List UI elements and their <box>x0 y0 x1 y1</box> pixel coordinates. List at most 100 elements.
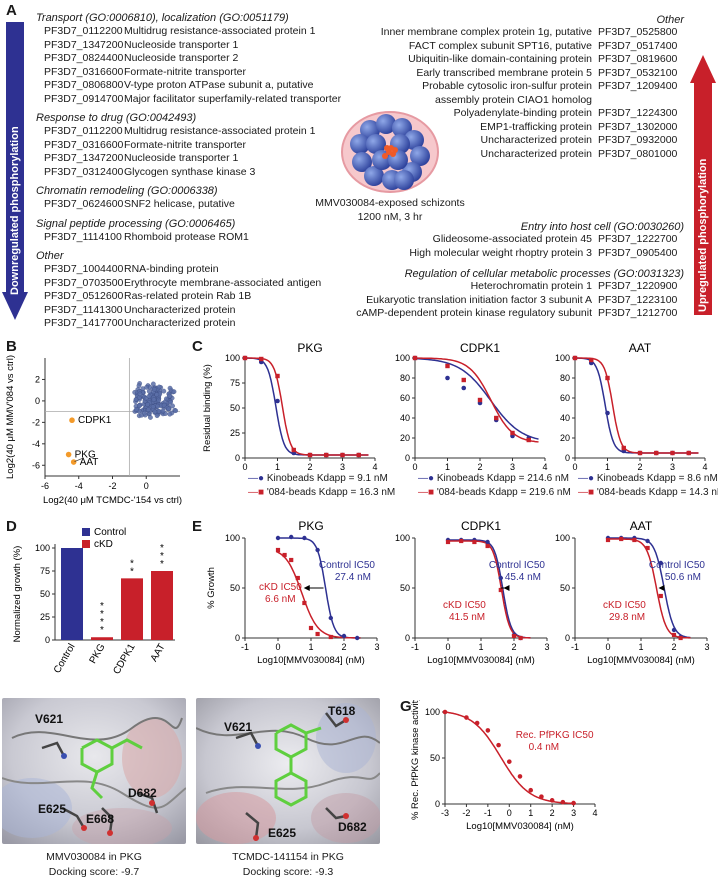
legend-kinobeads-label: Kinobeads <box>266 473 315 484</box>
fit-curve <box>415 357 539 440</box>
y-tick-label: 50 <box>430 753 440 763</box>
scatter-point <box>167 393 172 399</box>
y-tick-label: 0 <box>235 633 240 643</box>
panel-c-legend-pkg: —● Kinobeads Kdapp = 9.1 nM —■ '084-bead… <box>248 473 395 498</box>
panel-g-letter: G <box>400 698 412 715</box>
scatter-point <box>148 415 153 420</box>
x-tick-label: 2 <box>341 642 346 652</box>
x-tick-label: -1 <box>241 642 249 652</box>
x-tick-label: 0 <box>144 481 149 491</box>
data-point <box>485 728 491 733</box>
panel-c-legend-cdpk1: —● Kinobeads Kdapp = 214.6 nM —■ '084-be… <box>418 473 571 498</box>
data-point <box>461 385 467 391</box>
docking-image-mmv030084: V621 D682 E625 E668 <box>2 698 186 844</box>
data-point <box>341 633 347 639</box>
y-tick-label: 2 <box>35 374 40 384</box>
gene-id: PF3D7_1141300 <box>44 303 123 316</box>
gene-name: Formate-nitrite transporter <box>124 138 246 151</box>
x-tick-label: AAT <box>149 642 168 664</box>
docking-caption-1: TCMDC-141154 in PKG <box>232 851 344 863</box>
data-point <box>291 447 296 453</box>
data-point <box>526 437 531 443</box>
fit-curve <box>446 540 531 639</box>
schizont-illustration <box>341 111 439 193</box>
gene-name: Multidrug resistance-associated protein … <box>124 125 316 137</box>
panel-c-legend-aat: —● Kinobeads Kdapp = 8.6 nM —■ '084-bead… <box>578 473 718 498</box>
ckd-ic50-value: 6.6 nM <box>265 594 296 605</box>
x-tick-label: -2 <box>462 808 470 818</box>
x-tick-label: 3 <box>510 462 515 470</box>
data-point <box>474 720 480 726</box>
docking-surface-right <box>196 698 380 844</box>
significance-star: * <box>100 625 104 636</box>
gene-row: PF3D7_0624600SNF2 helicase, putative <box>44 198 341 212</box>
y-tick-label: 100 <box>35 543 50 553</box>
x-tick-label: 4 <box>702 462 707 470</box>
gene-row: FACT complex subunit SPT16, putative PF3D… <box>381 40 684 54</box>
fit-curve <box>245 357 369 456</box>
gene-row: Early transcribed membrane protein 5 PF3D… <box>381 67 684 81</box>
plot-title: PKG <box>297 341 322 355</box>
go-group: Chromatin remodeling (GO:0006338) PF3D7_… <box>36 185 341 212</box>
y-tick-label: 80 <box>400 373 410 383</box>
data-point <box>315 631 320 637</box>
data-point <box>328 615 333 621</box>
merozoite <box>350 134 370 154</box>
scatter-point <box>161 388 167 394</box>
x-tick-label: PKG <box>88 642 108 666</box>
y-tick-label: 50 <box>230 403 240 413</box>
gene-id: PF3D7_1004400 <box>44 263 124 275</box>
data-point <box>621 445 626 451</box>
scatter-point <box>166 406 172 412</box>
gene-name: Polyadenylate-binding protein <box>453 107 592 119</box>
gene-id: PF3D7_0801000 <box>598 147 678 160</box>
x-axis-label: Log10[MMV030084] (nM) <box>466 821 574 832</box>
gene-row: PF3D7_0316600Formate-nitrite transporter <box>44 139 341 153</box>
data-point <box>619 536 624 542</box>
data-point <box>645 538 650 544</box>
y-axis-label: % Growth <box>206 567 217 609</box>
panel-d-letter: D <box>6 518 17 535</box>
data-point <box>485 539 490 545</box>
scatter-point <box>146 393 152 399</box>
gene-name: Inner membrane complex protein 1g, putat… <box>380 26 592 38</box>
gene-name: V-type proton ATPase subunit a, putative <box>124 79 314 91</box>
ckd-ic50-label: cKD IC50 <box>259 582 302 593</box>
bar <box>91 637 113 640</box>
merozoite <box>394 170 414 190</box>
gene-row: PF3D7_0312400Glycogen synthase kinase 3 <box>44 166 341 180</box>
gene-name: cAMP-dependent protein kinase regulatory… <box>356 307 592 319</box>
docking-caption-1: MMV030084 in PKG <box>46 851 142 863</box>
gene-name: Nucleoside transporter 1 <box>124 38 239 51</box>
data-point <box>412 355 418 361</box>
y-tick-label: 25 <box>230 428 240 438</box>
go-group: Response to drug (GO:0042493) PF3D7_0112… <box>36 112 341 179</box>
x-tick-label: 2 <box>671 642 676 652</box>
y-tick-label: 0 <box>35 396 40 406</box>
x-tick-label: 1 <box>308 642 313 652</box>
data-point <box>472 539 477 545</box>
gene-row: PF3D7_1417700Uncharacterized protein <box>44 317 341 331</box>
data-point <box>324 452 329 458</box>
go-title: Signal peptide processing (GO:0006465) <box>36 217 236 230</box>
gene-id: PF3D7_0806800 <box>44 79 124 91</box>
data-point <box>572 355 578 361</box>
data-point <box>528 787 534 793</box>
panel-c-curves: PKG025507510001234Log10 [MMV030084] (nM)… <box>202 341 708 470</box>
go-title: Transport (GO:0006810), localization (GO… <box>36 12 289 24</box>
x-tick-label: CDPK1 <box>111 642 137 677</box>
y-tick-label: 0 <box>45 635 50 645</box>
x-tick-label: Control <box>52 642 78 675</box>
gene-name: High molecular weight rhoptry protein 3 <box>409 246 592 259</box>
gene-name: Glycogen synthase kinase 3 <box>124 165 256 178</box>
hemozoin <box>382 153 388 159</box>
gene-row: Heterochromatin protein 1 PF3D7_1220900 <box>356 280 684 294</box>
scatter-point <box>154 413 160 419</box>
legend-kd-label: Kdapp <box>648 487 678 498</box>
data-point <box>511 633 517 639</box>
legend-row-084beads: —■ '084-beads Kdapp = 14.3 nM <box>578 487 718 498</box>
data-point <box>671 627 677 633</box>
y-tick-label: 80 <box>560 373 570 383</box>
